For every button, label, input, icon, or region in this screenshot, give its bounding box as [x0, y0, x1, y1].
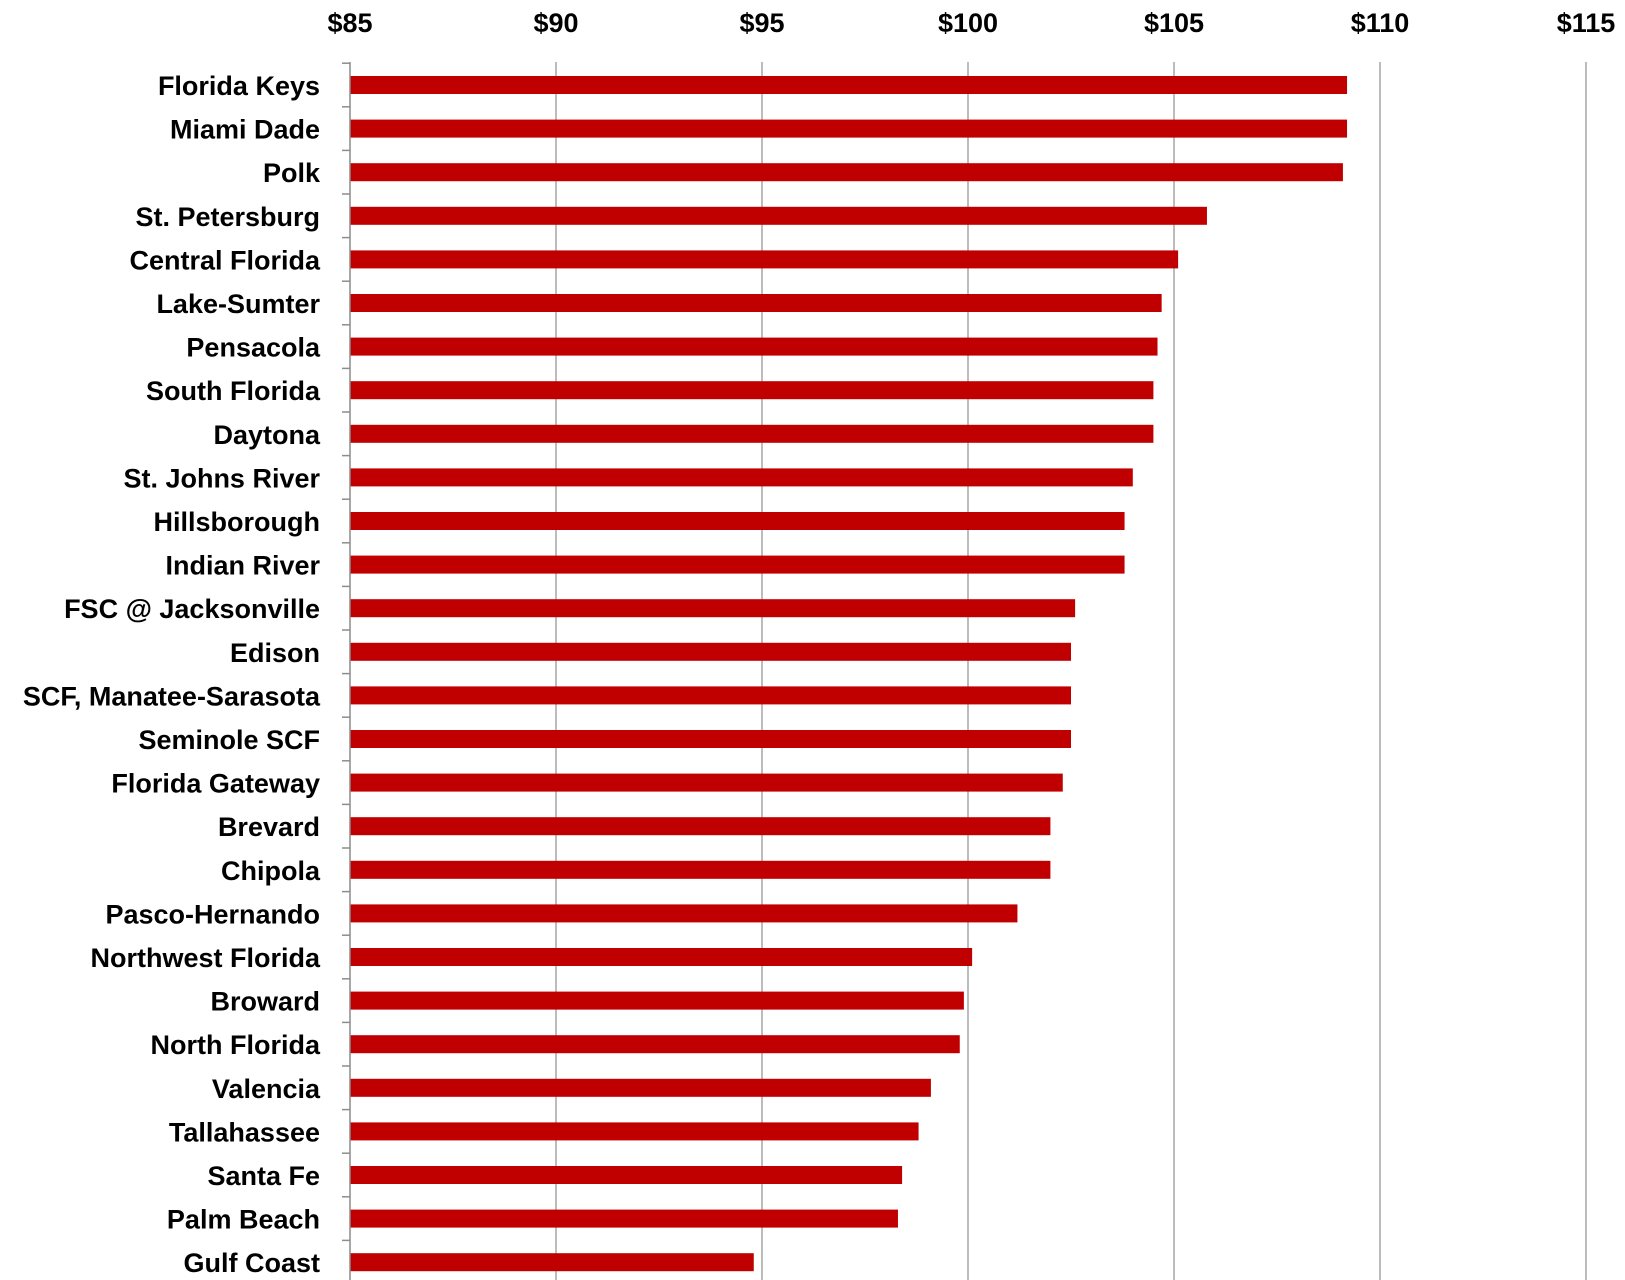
category-label: Indian River	[165, 551, 320, 581]
category-label: Palm Beach	[167, 1205, 320, 1235]
bar	[350, 860, 1051, 879]
bar	[350, 468, 1133, 487]
x-tick-label: $115	[1557, 8, 1616, 38]
category-label: Chipola	[221, 856, 321, 886]
bar	[350, 1078, 931, 1097]
x-tick-label: $90	[533, 8, 578, 38]
bar	[350, 1166, 903, 1184]
bar	[350, 424, 1154, 443]
category-label: South Florida	[146, 376, 321, 406]
bar	[350, 817, 1051, 836]
x-tick-label: $100	[938, 8, 998, 38]
bar	[350, 76, 1348, 94]
gridlines	[555, 62, 1587, 1280]
y-axis	[342, 62, 351, 1280]
x-tick-label: $85	[327, 8, 372, 38]
bar	[350, 686, 1071, 705]
category-label: FSC @ Jacksonville	[64, 594, 320, 624]
category-label: Broward	[210, 987, 320, 1017]
category-label: Seminole SCF	[138, 725, 320, 755]
x-tick-label: $95	[739, 8, 784, 38]
bar	[350, 599, 1076, 618]
x-tick-label: $110	[1351, 8, 1410, 38]
bar	[350, 1122, 919, 1141]
bar	[350, 206, 1207, 225]
bar	[350, 948, 973, 966]
category-label: St. Petersburg	[135, 202, 320, 232]
bar	[350, 555, 1125, 574]
bar	[350, 337, 1158, 356]
category-label: Central Florida	[129, 245, 321, 275]
x-axis-tick-labels: $85 $90 $95 $100 $105 $110 $115	[327, 8, 1615, 38]
bar	[350, 904, 1018, 923]
bar	[350, 730, 1071, 748]
category-label: Tallahassee	[169, 1117, 320, 1147]
bar	[350, 119, 1348, 138]
bar	[350, 381, 1154, 400]
category-label: Valencia	[212, 1074, 321, 1104]
category-label: Brevard	[218, 812, 320, 842]
category-label: Lake-Sumter	[156, 289, 320, 319]
category-label: North Florida	[151, 1030, 321, 1060]
bars	[350, 76, 1348, 1272]
category-label: St. Johns River	[123, 463, 320, 493]
category-label: Santa Fe	[207, 1161, 320, 1191]
x-tick-label: $105	[1144, 8, 1204, 38]
bar	[350, 1253, 754, 1272]
bar	[350, 991, 964, 1010]
category-label: Hillsborough	[154, 507, 320, 537]
bar	[350, 1035, 960, 1054]
category-label: SCF, Manatee-Sarasota	[23, 681, 321, 711]
category-label: Edison	[230, 638, 320, 668]
category-label: Pensacola	[186, 333, 321, 363]
category-label: Northwest Florida	[90, 943, 320, 973]
category-label: Daytona	[213, 420, 321, 450]
bar	[350, 250, 1179, 269]
bar	[350, 512, 1125, 530]
y-axis-category-labels: Florida Keys Miami Dade Polk St. Petersburg…	[23, 71, 321, 1278]
category-label: Pasco-Hernando	[105, 899, 320, 929]
category-label: Gulf Coast	[183, 1248, 320, 1278]
category-label: Florida Keys	[158, 71, 320, 101]
bar	[350, 773, 1063, 792]
bar	[350, 642, 1071, 661]
bar	[350, 294, 1162, 312]
bar	[350, 163, 1343, 182]
bar	[350, 1209, 898, 1228]
category-label: Miami Dade	[170, 115, 320, 145]
category-label: Florida Gateway	[111, 769, 320, 799]
category-label: Polk	[263, 158, 321, 188]
